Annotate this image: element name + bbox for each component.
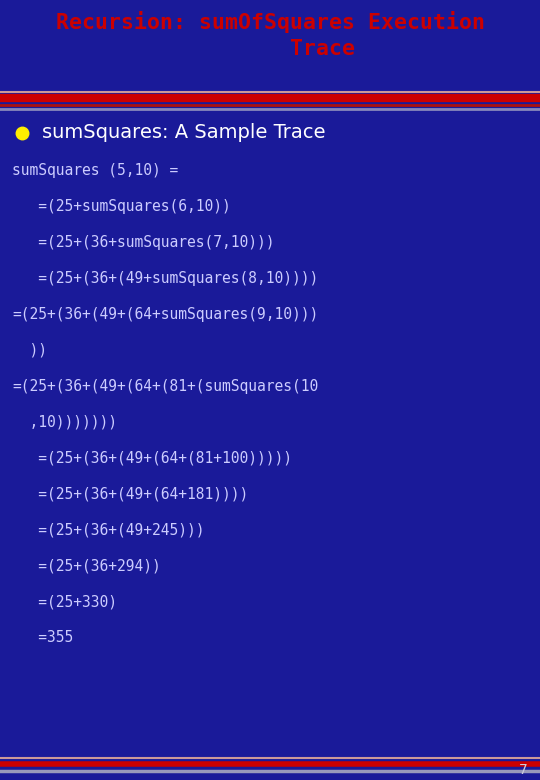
Text: sumSquares: A Sample Trace: sumSquares: A Sample Trace [42, 123, 326, 143]
Text: Recursion: sumOfSquares Execution
        Trace: Recursion: sumOfSquares Execution Trace [56, 11, 484, 58]
Text: =(25+(36+(49+245))): =(25+(36+(49+245))) [12, 523, 205, 537]
Text: =(25+(36+(49+(64+(81+100))))): =(25+(36+(49+(64+(81+100))))) [12, 451, 292, 466]
Text: =(25+sumSquares(6,10)): =(25+sumSquares(6,10)) [12, 198, 231, 214]
Text: )): )) [12, 342, 47, 357]
Text: =(25+(36+294)): =(25+(36+294)) [12, 558, 161, 573]
FancyBboxPatch shape [0, 0, 540, 90]
Text: =(25+330): =(25+330) [12, 594, 117, 609]
Text: =(25+(36+(49+(64+181)))): =(25+(36+(49+(64+181)))) [12, 487, 248, 502]
Text: =(25+(36+(49+(64+sumSquares(9,10))): =(25+(36+(49+(64+sumSquares(9,10))) [12, 307, 318, 321]
Text: sumSquares (5,10) =: sumSquares (5,10) = [12, 162, 178, 178]
Text: 7: 7 [519, 763, 528, 777]
Text: =355: =355 [12, 630, 73, 646]
Text: =(25+(36+sumSquares(7,10))): =(25+(36+sumSquares(7,10))) [12, 235, 274, 250]
Text: =(25+(36+(49+(64+(81+(sumSquares(10: =(25+(36+(49+(64+(81+(sumSquares(10 [12, 378, 318, 393]
Text: ,10))))))): ,10))))))) [12, 414, 117, 430]
Text: =(25+(36+(49+sumSquares(8,10)))): =(25+(36+(49+sumSquares(8,10)))) [12, 271, 318, 285]
